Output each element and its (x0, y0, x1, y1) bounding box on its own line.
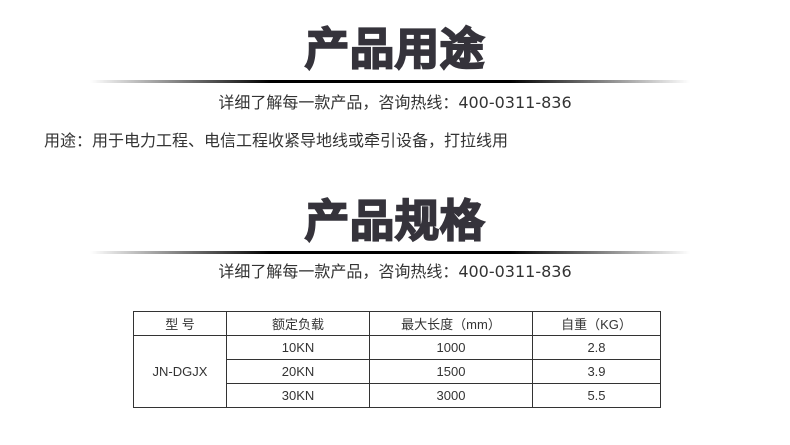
divider (90, 80, 690, 83)
contact-hotline: 详细了解每一款产品，咨询热线：400-0311-836 (218, 93, 572, 112)
table-header-row: 型 号 额定负载 最大长度（mm） 自重（KG） (133, 311, 661, 336)
section-title-usage: 产品用途 (304, 24, 485, 76)
header-model: 型 号 (133, 311, 227, 336)
length-cell: 1500 (369, 359, 533, 384)
usage-text: 用途：用于电力工程、电信工程收紧导地线或牵引设备，打拉线用 (44, 131, 509, 150)
header-weight: 自重（KG） (532, 311, 661, 336)
table-row: 30KN 3000 5.5 (134, 383, 661, 408)
load-cell: 20KN (226, 359, 370, 384)
header-load: 额定负载 (226, 311, 370, 336)
spec-table: 型 号 额定负载 最大长度（mm） 自重（KG） JN-DGJX 10KN 10… (133, 311, 661, 408)
weight-cell: 2.8 (532, 335, 661, 360)
weight-cell: 5.5 (532, 383, 661, 408)
load-cell: 10KN (226, 335, 370, 360)
length-cell: 1000 (369, 335, 533, 360)
load-cell: 30KN (226, 383, 370, 408)
divider (90, 251, 690, 254)
length-cell: 3000 (369, 383, 533, 408)
table-row: JN-DGJX 10KN 1000 2.8 (133, 335, 661, 408)
section-title-specs: 产品规格 (304, 196, 485, 248)
table-row: 20KN 1500 3.9 (134, 359, 661, 384)
header-length: 最大长度（mm） (369, 311, 533, 336)
contact-hotline: 详细了解每一款产品，咨询热线：400-0311-836 (218, 262, 572, 281)
model-cell: JN-DGJX (133, 335, 227, 408)
weight-cell: 3.9 (532, 359, 661, 384)
